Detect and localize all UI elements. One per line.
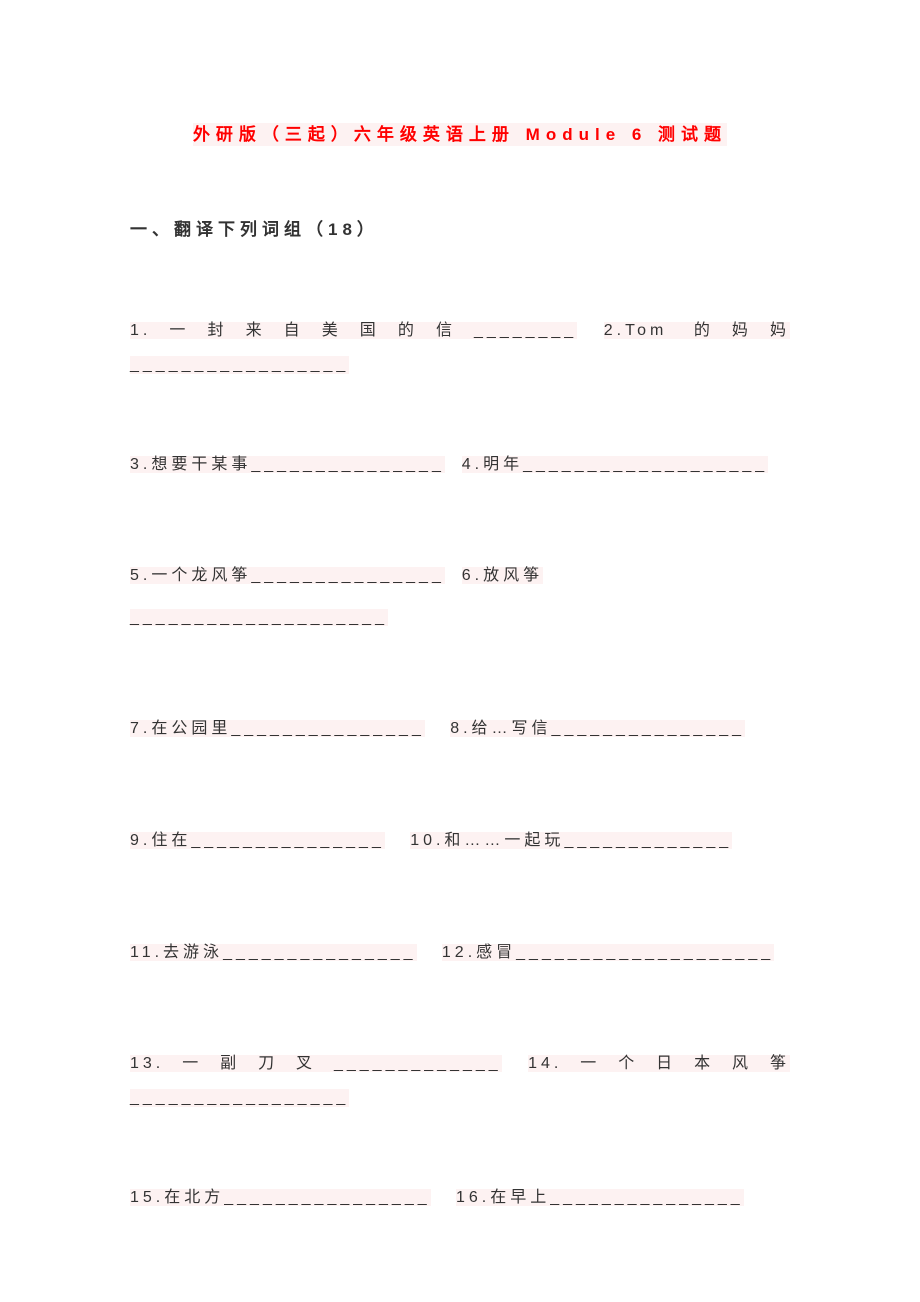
q1-text: 1.一封来自美国的信 <box>130 322 474 339</box>
q13-text: 13.一副刀叉 <box>130 1055 334 1072</box>
worksheet-page: 外研版（三起）六年级英语上册 Module 6 测试题 一、翻译下列词组（18）… <box>0 0 920 1278</box>
q7-blank: _______________ <box>231 720 424 737</box>
q2-text: 2.Tom 的妈妈 <box>604 322 790 339</box>
q4-blank: ___________________ <box>523 456 768 473</box>
question-7-8: 7.在公园里_______________ 8.给…写信____________… <box>130 708 790 750</box>
q7-text: 7.在公园里 <box>130 720 231 737</box>
q16-blank: _______________ <box>550 1189 743 1206</box>
question-3-4: 3.想要干某事_______________ 4.明年_____________… <box>130 444 790 486</box>
q16-text: 16.在早上 <box>456 1189 550 1206</box>
question-9-10: 9.住在_______________ 10.和……一起玩___________… <box>130 820 790 862</box>
q9-blank: _______________ <box>191 832 384 849</box>
spacer <box>130 374 790 444</box>
q6-text: 6.放风筝 <box>462 567 543 584</box>
q15-text: 15.在北方 <box>130 1189 224 1206</box>
question-11-12: 11.去游泳_______________ 12.感冒_____________… <box>130 932 790 974</box>
q14-blank-cont: _________________ <box>130 1089 349 1107</box>
page-title: 外研版（三起）六年级英语上册 Module 6 测试题 <box>193 123 727 146</box>
q5-blank: _______________ <box>251 567 444 584</box>
q3-text: 3.想要干某事 <box>130 456 251 473</box>
q14-text: 14.一个日本风筝 <box>528 1055 790 1072</box>
spacer <box>130 1107 790 1177</box>
question-15-16: 15.在北方________________ 16.在早上___________… <box>130 1177 790 1219</box>
q12-text: 12.感冒 <box>442 944 516 961</box>
q13-blank: _____________ <box>334 1055 502 1072</box>
q12-blank: ____________________ <box>516 944 774 961</box>
question-5-6: 5.一个龙风筝_______________ 6.放风筝 ____________… <box>130 555 790 638</box>
title-container: 外研版（三起）六年级英语上册 Module 6 测试题 <box>130 120 790 145</box>
q10-blank: _____________ <box>564 832 732 849</box>
q5-text: 5.一个龙风筝 <box>130 567 251 584</box>
q8-blank: _______________ <box>552 720 745 737</box>
q1-blank: ________ <box>474 322 577 339</box>
section-heading: 一、翻译下列词组（18） <box>130 215 790 240</box>
q8-text: 8.给…写信 <box>450 720 551 737</box>
q2-blank-cont: _________________ <box>130 356 349 374</box>
q10-text: 10.和……一起玩 <box>410 832 564 849</box>
q4-text: 4.明年 <box>462 456 523 473</box>
q9-text: 9.住在 <box>130 832 191 849</box>
question-13-14: 13.一副刀叉_____________ 14.一个日本风筝 <box>130 1043 790 1085</box>
q11-blank: _______________ <box>223 944 416 961</box>
q6-blank: ____________________ <box>130 609 388 626</box>
q15-blank: ________________ <box>224 1189 430 1206</box>
q3-blank: _______________ <box>251 456 444 473</box>
question-1-2: 1.一封来自美国的信________ 2.Tom 的妈妈 <box>130 310 790 352</box>
q11-text: 11.去游泳 <box>130 944 223 961</box>
